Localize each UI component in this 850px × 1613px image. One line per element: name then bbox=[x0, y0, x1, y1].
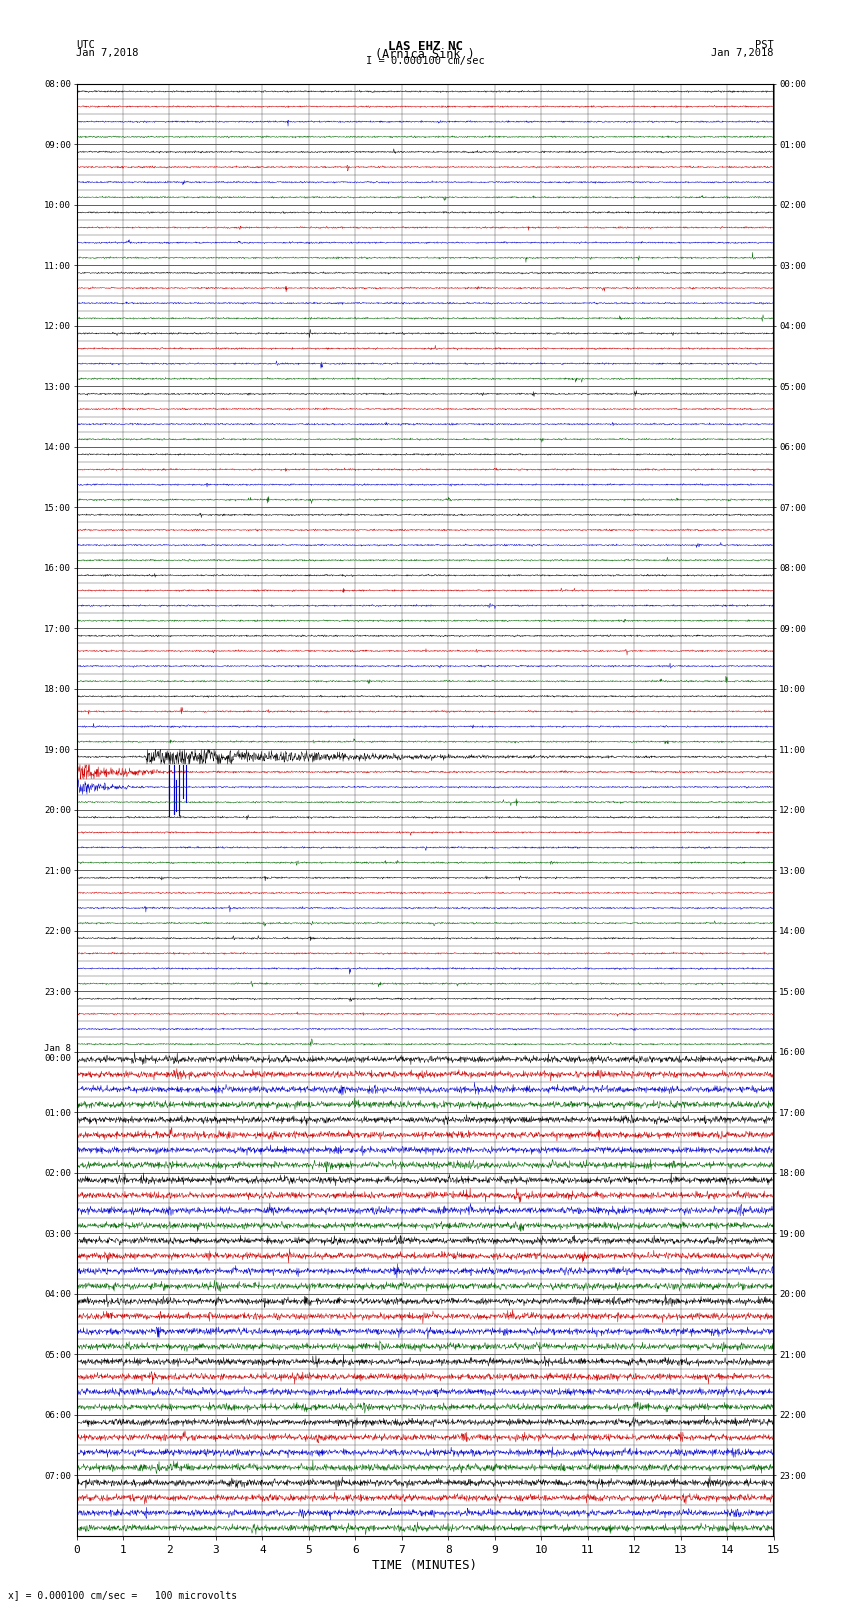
Text: x] = 0.000100 cm/sec =   100 microvolts: x] = 0.000100 cm/sec = 100 microvolts bbox=[8, 1590, 238, 1600]
Text: Jan 7,2018: Jan 7,2018 bbox=[711, 47, 774, 58]
Text: PST: PST bbox=[755, 39, 774, 50]
Text: I = 0.000100 cm/sec: I = 0.000100 cm/sec bbox=[366, 56, 484, 66]
Text: UTC: UTC bbox=[76, 39, 95, 50]
Text: Jan 7,2018: Jan 7,2018 bbox=[76, 47, 139, 58]
Text: LAS EHZ NC: LAS EHZ NC bbox=[388, 39, 462, 53]
X-axis label: TIME (MINUTES): TIME (MINUTES) bbox=[372, 1558, 478, 1571]
Text: (Arnica Sink ): (Arnica Sink ) bbox=[375, 47, 475, 61]
